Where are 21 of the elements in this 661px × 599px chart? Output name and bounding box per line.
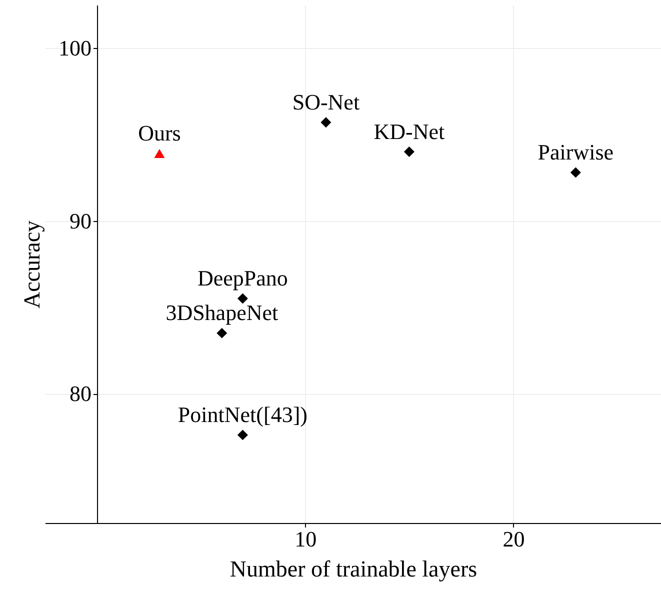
y-tick-label: 80 <box>70 381 92 406</box>
point <box>216 328 228 338</box>
point <box>320 117 332 128</box>
point <box>154 148 165 158</box>
x-tick-label: 20 <box>502 526 525 552</box>
annotation: Ours <box>138 120 181 146</box>
annotation: SO-Net <box>292 89 360 114</box>
point <box>237 430 248 440</box>
point <box>570 167 581 178</box>
y-tick-label: 100 <box>58 36 92 61</box>
point <box>237 293 248 304</box>
point <box>404 146 414 158</box>
x-tick-label: 10 <box>294 526 317 552</box>
y-tick-label: 90 <box>70 208 92 234</box>
annotation: DeepPano <box>197 266 288 291</box>
annotation: PointNet([43]) <box>178 402 308 427</box>
annotation: 3DShapeNet <box>166 300 278 326</box>
y-axis-title: Accuracy <box>20 220 45 309</box>
annotation: Pairwise <box>538 139 614 164</box>
annotation: KD-Net <box>374 118 445 144</box>
x-axis-title: Number of trainable layers <box>230 556 478 582</box>
